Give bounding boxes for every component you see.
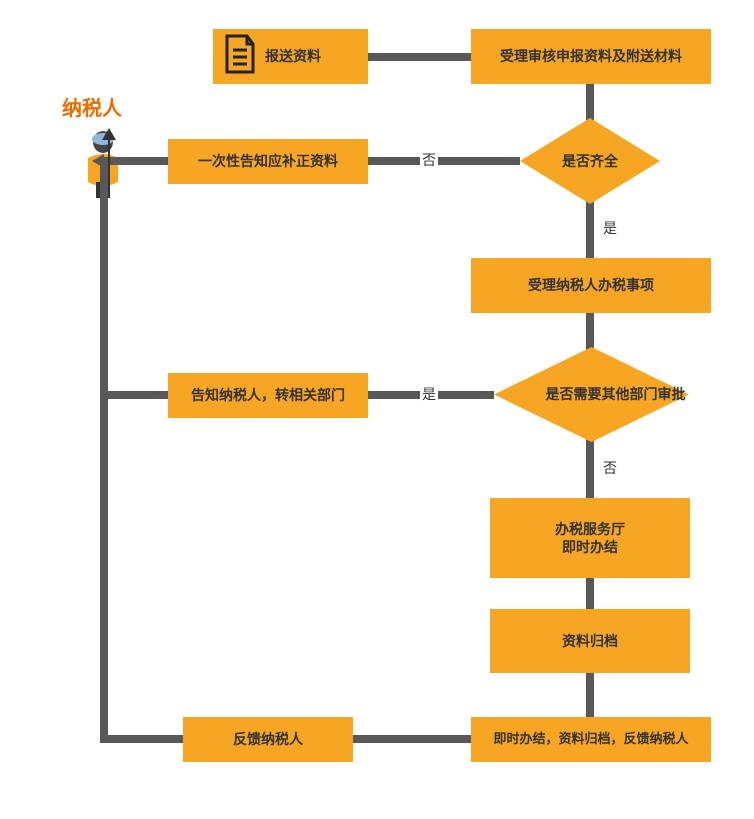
arrow-up-icon (102, 128, 116, 140)
edge (353, 735, 471, 743)
node-archive: 资料归档 (490, 609, 690, 673)
edge (100, 391, 168, 399)
edge-thin (108, 138, 110, 190)
node-accept-matter: 受理纳税人办税事项 (471, 258, 711, 313)
node-label: 是否需要其他部门审批 (494, 347, 737, 442)
node-is-complete-shape: 是否齐全 (520, 118, 660, 204)
node-inform-supplement: 一次性告知应补正资料 (168, 139, 368, 184)
node-immediate-settle: 办税服务厅 即时办结 (490, 498, 690, 578)
node-inform-transfer: 告知纳税人，转相关部门 (168, 373, 368, 418)
edge-label-no-2: 否 (601, 458, 619, 478)
edge-label-yes-1: 是 (601, 218, 619, 238)
edge-label-yes-2: 是 (420, 384, 438, 404)
node-label: 报送资料 (265, 47, 321, 65)
edge (368, 53, 471, 61)
edge-label-no-1: 否 (420, 150, 438, 170)
node-submit-materials: 报送资料 (213, 29, 368, 84)
edge (368, 157, 520, 165)
edge (100, 735, 183, 743)
edge (100, 157, 108, 741)
flowchart-canvas: 纳税人 否 是 是 否 (0, 0, 754, 819)
node-need-approval: 是否需要其他部门审批 (494, 347, 689, 442)
node-label: 是否齐全 (520, 118, 660, 204)
node-settle-archive-feedback: 即时办结，资料归档，反馈纳税人 (471, 717, 711, 762)
document-icon (223, 34, 257, 78)
taxpayer-label: 纳税人 (62, 92, 122, 121)
edge (100, 157, 168, 165)
arrow-left-icon (92, 154, 104, 168)
edge (586, 578, 594, 609)
node-feedback: 反馈纳税人 (183, 717, 353, 762)
node-accept-review: 受理审核申报资料及附送材料 (471, 29, 711, 84)
edge (586, 673, 594, 717)
node-label: 办税服务厅 即时办结 (555, 520, 625, 556)
